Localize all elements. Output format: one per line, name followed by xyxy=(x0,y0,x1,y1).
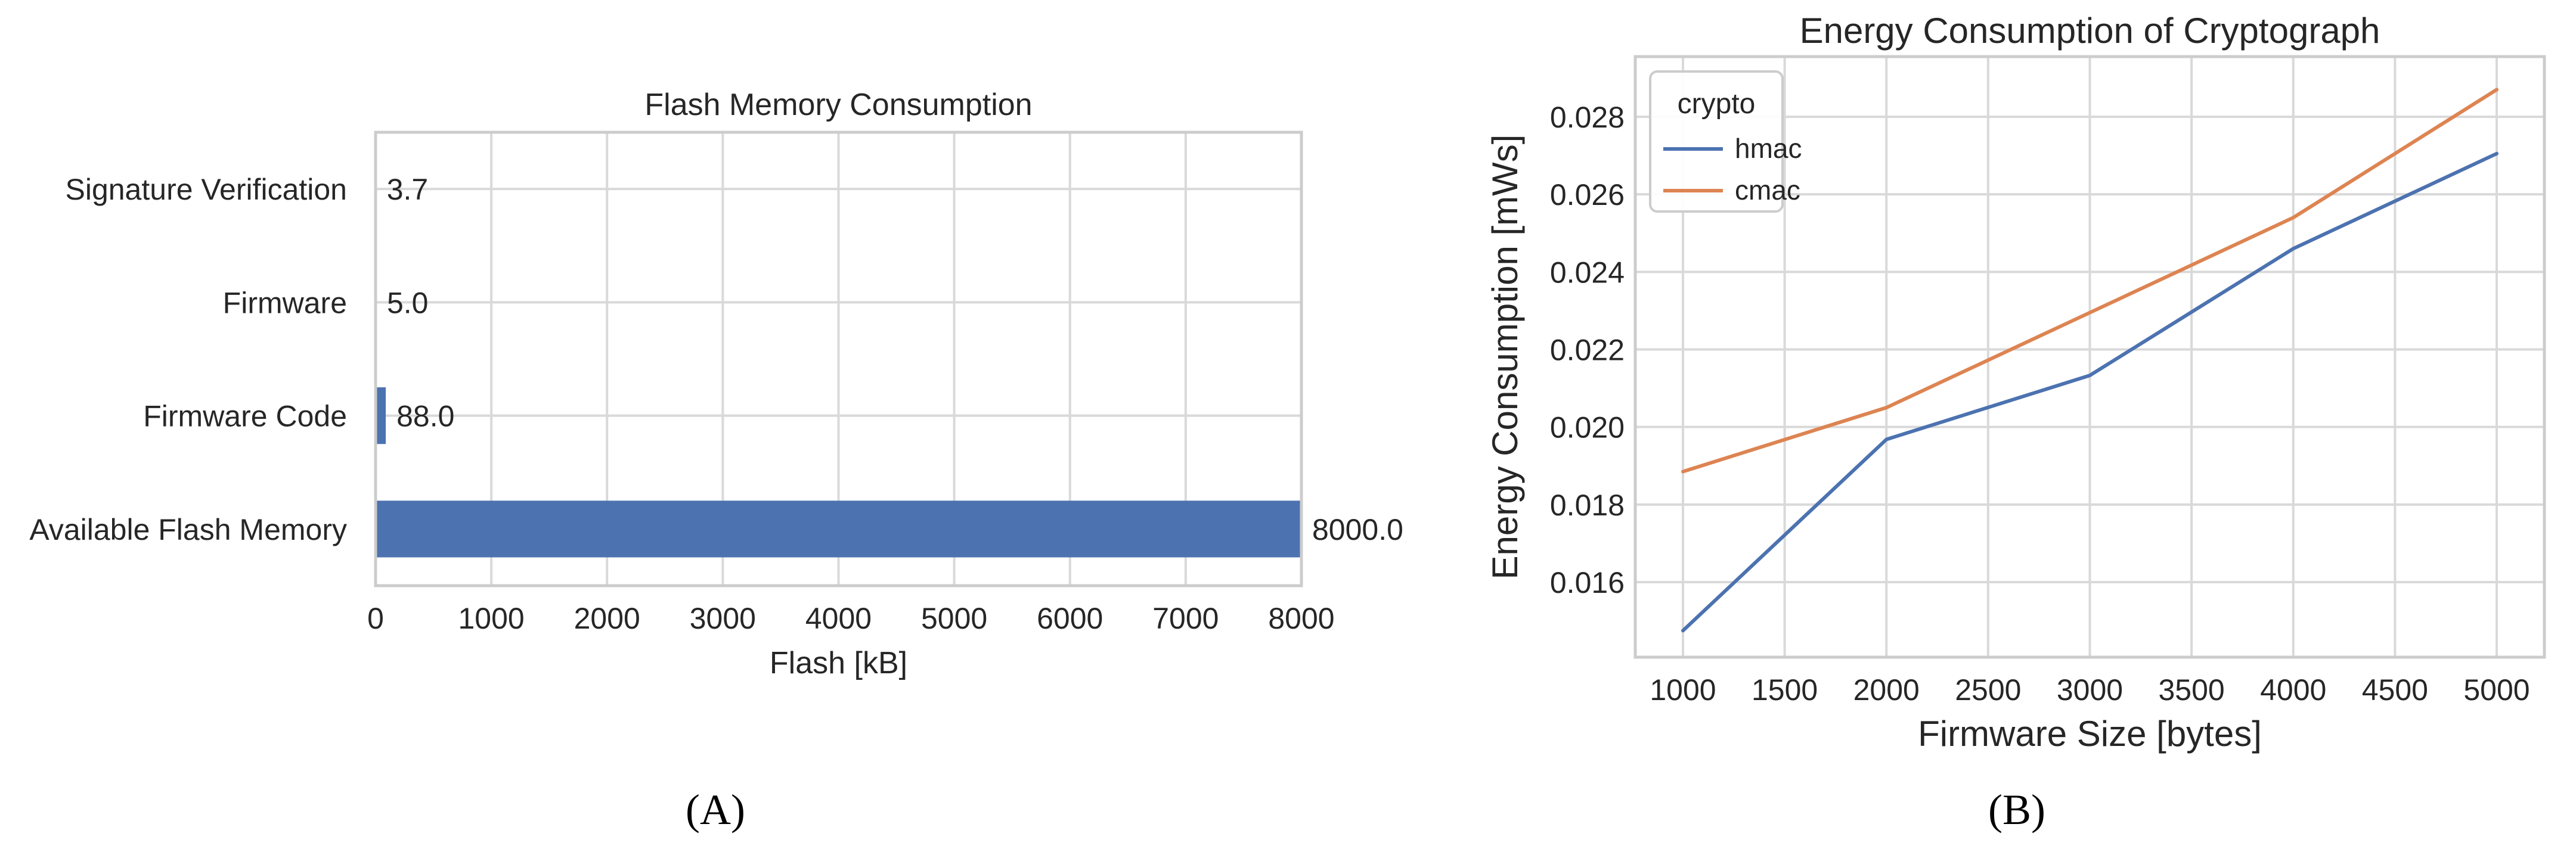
energy-consumption-chart: 0.016 0.018 0.020 0.022 0.024 0.026 0.028 1000… xyxy=(1485,11,2546,754)
energy-y-tick-3: 0.022 xyxy=(1550,334,1625,367)
flash-bar-3 xyxy=(376,500,1301,558)
flash-memory-chart: 3.7 5.0 88.0 8000.0 Signature Verification F… xyxy=(29,88,1403,680)
energy-y-tick-6: 0.028 xyxy=(1550,101,1625,134)
energy-y-tick-4: 0.024 xyxy=(1550,256,1625,289)
flash-x-tick-3: 3000 xyxy=(690,602,756,635)
flash-category-labels: Signature Verification Firmware Firmware C… xyxy=(29,173,347,546)
energy-series-lines xyxy=(1681,88,2498,633)
energy-plot-frame xyxy=(1633,55,2546,659)
panel-label-b: (B) xyxy=(1988,786,2045,834)
flash-x-tick-4: 4000 xyxy=(805,602,872,635)
energy-y-tick-5: 0.026 xyxy=(1550,178,1625,212)
energy-chart-title: Energy Consumption of Cryptograph xyxy=(1800,11,2380,51)
flash-x-tick-1: 1000 xyxy=(458,602,525,635)
energy-grid xyxy=(1635,57,2544,657)
energy-y-tick-labels: 0.016 0.018 0.020 0.022 0.024 0.026 0.028 xyxy=(1550,101,1625,599)
flash-category-label-1: Firmware xyxy=(223,286,347,319)
energy-line-hmac xyxy=(1681,151,2498,633)
flash-chart-title: Flash Memory Consumption xyxy=(644,88,1032,122)
energy-x-axis-label: Firmware Size [bytes] xyxy=(1918,714,2262,754)
energy-x-tick-8: 5000 xyxy=(2463,673,2529,707)
energy-y-tick-1: 0.018 xyxy=(1550,489,1625,522)
legend-box xyxy=(1649,70,1784,213)
flash-x-tick-0: 0 xyxy=(367,602,384,635)
legend-label-hmac: hmac xyxy=(1735,133,1802,164)
legend-title: crypto xyxy=(1678,88,1756,120)
energy-legend: crypto hmac cmac xyxy=(1649,70,1802,213)
energy-y-tick-2: 0.020 xyxy=(1550,411,1625,444)
flash-data-label-2: 88.0 xyxy=(396,400,454,433)
flash-data-labels: 3.7 5.0 88.0 8000.0 xyxy=(387,173,1403,546)
legend-label-cmac: cmac xyxy=(1735,175,1800,206)
flash-bar-2 xyxy=(376,387,386,444)
flash-data-label-3: 8000.0 xyxy=(1312,513,1403,546)
flash-data-label-1: 5.0 xyxy=(387,286,429,319)
flash-category-label-2: Firmware Code xyxy=(143,400,347,433)
energy-x-tick-1: 1500 xyxy=(1752,673,1818,707)
panel-label-a: (A) xyxy=(686,786,745,834)
energy-x-tick-0: 1000 xyxy=(1650,673,1716,707)
energy-line-cmac xyxy=(1681,88,2498,474)
flash-x-tick-8: 8000 xyxy=(1268,602,1334,635)
flash-x-tick-7: 7000 xyxy=(1152,602,1219,635)
flash-data-label-0: 3.7 xyxy=(387,173,429,206)
energy-x-tick-6: 4000 xyxy=(2260,673,2326,707)
energy-x-tick-7: 4500 xyxy=(2362,673,2428,707)
flash-x-tick-5: 5000 xyxy=(921,602,987,635)
flash-category-label-0: Signature Verification xyxy=(65,173,347,206)
energy-x-tick-2: 2000 xyxy=(1853,673,1920,707)
flash-plot-frame xyxy=(374,130,1303,587)
energy-y-tick-0: 0.016 xyxy=(1550,566,1625,599)
flash-bars xyxy=(376,160,1301,558)
energy-x-tick-4: 3000 xyxy=(2057,673,2123,707)
energy-x-tick-3: 2500 xyxy=(1955,673,2021,707)
flash-x-tick-labels: 0 1000 2000 3000 4000 5000 6000 7000 8000 xyxy=(367,602,1335,635)
energy-y-axis-label: Energy Consumption [mWs] xyxy=(1485,135,1525,580)
flash-category-label-3: Available Flash Memory xyxy=(29,513,347,546)
flash-x-tick-6: 6000 xyxy=(1037,602,1103,635)
flash-x-axis-label: Flash [kB] xyxy=(770,646,907,680)
flash-x-tick-2: 2000 xyxy=(574,602,640,635)
energy-x-tick-labels: 1000 1500 2000 2500 3000 3500 4000 4500 5000 xyxy=(1650,673,2529,707)
energy-x-tick-5: 3500 xyxy=(2159,673,2225,707)
